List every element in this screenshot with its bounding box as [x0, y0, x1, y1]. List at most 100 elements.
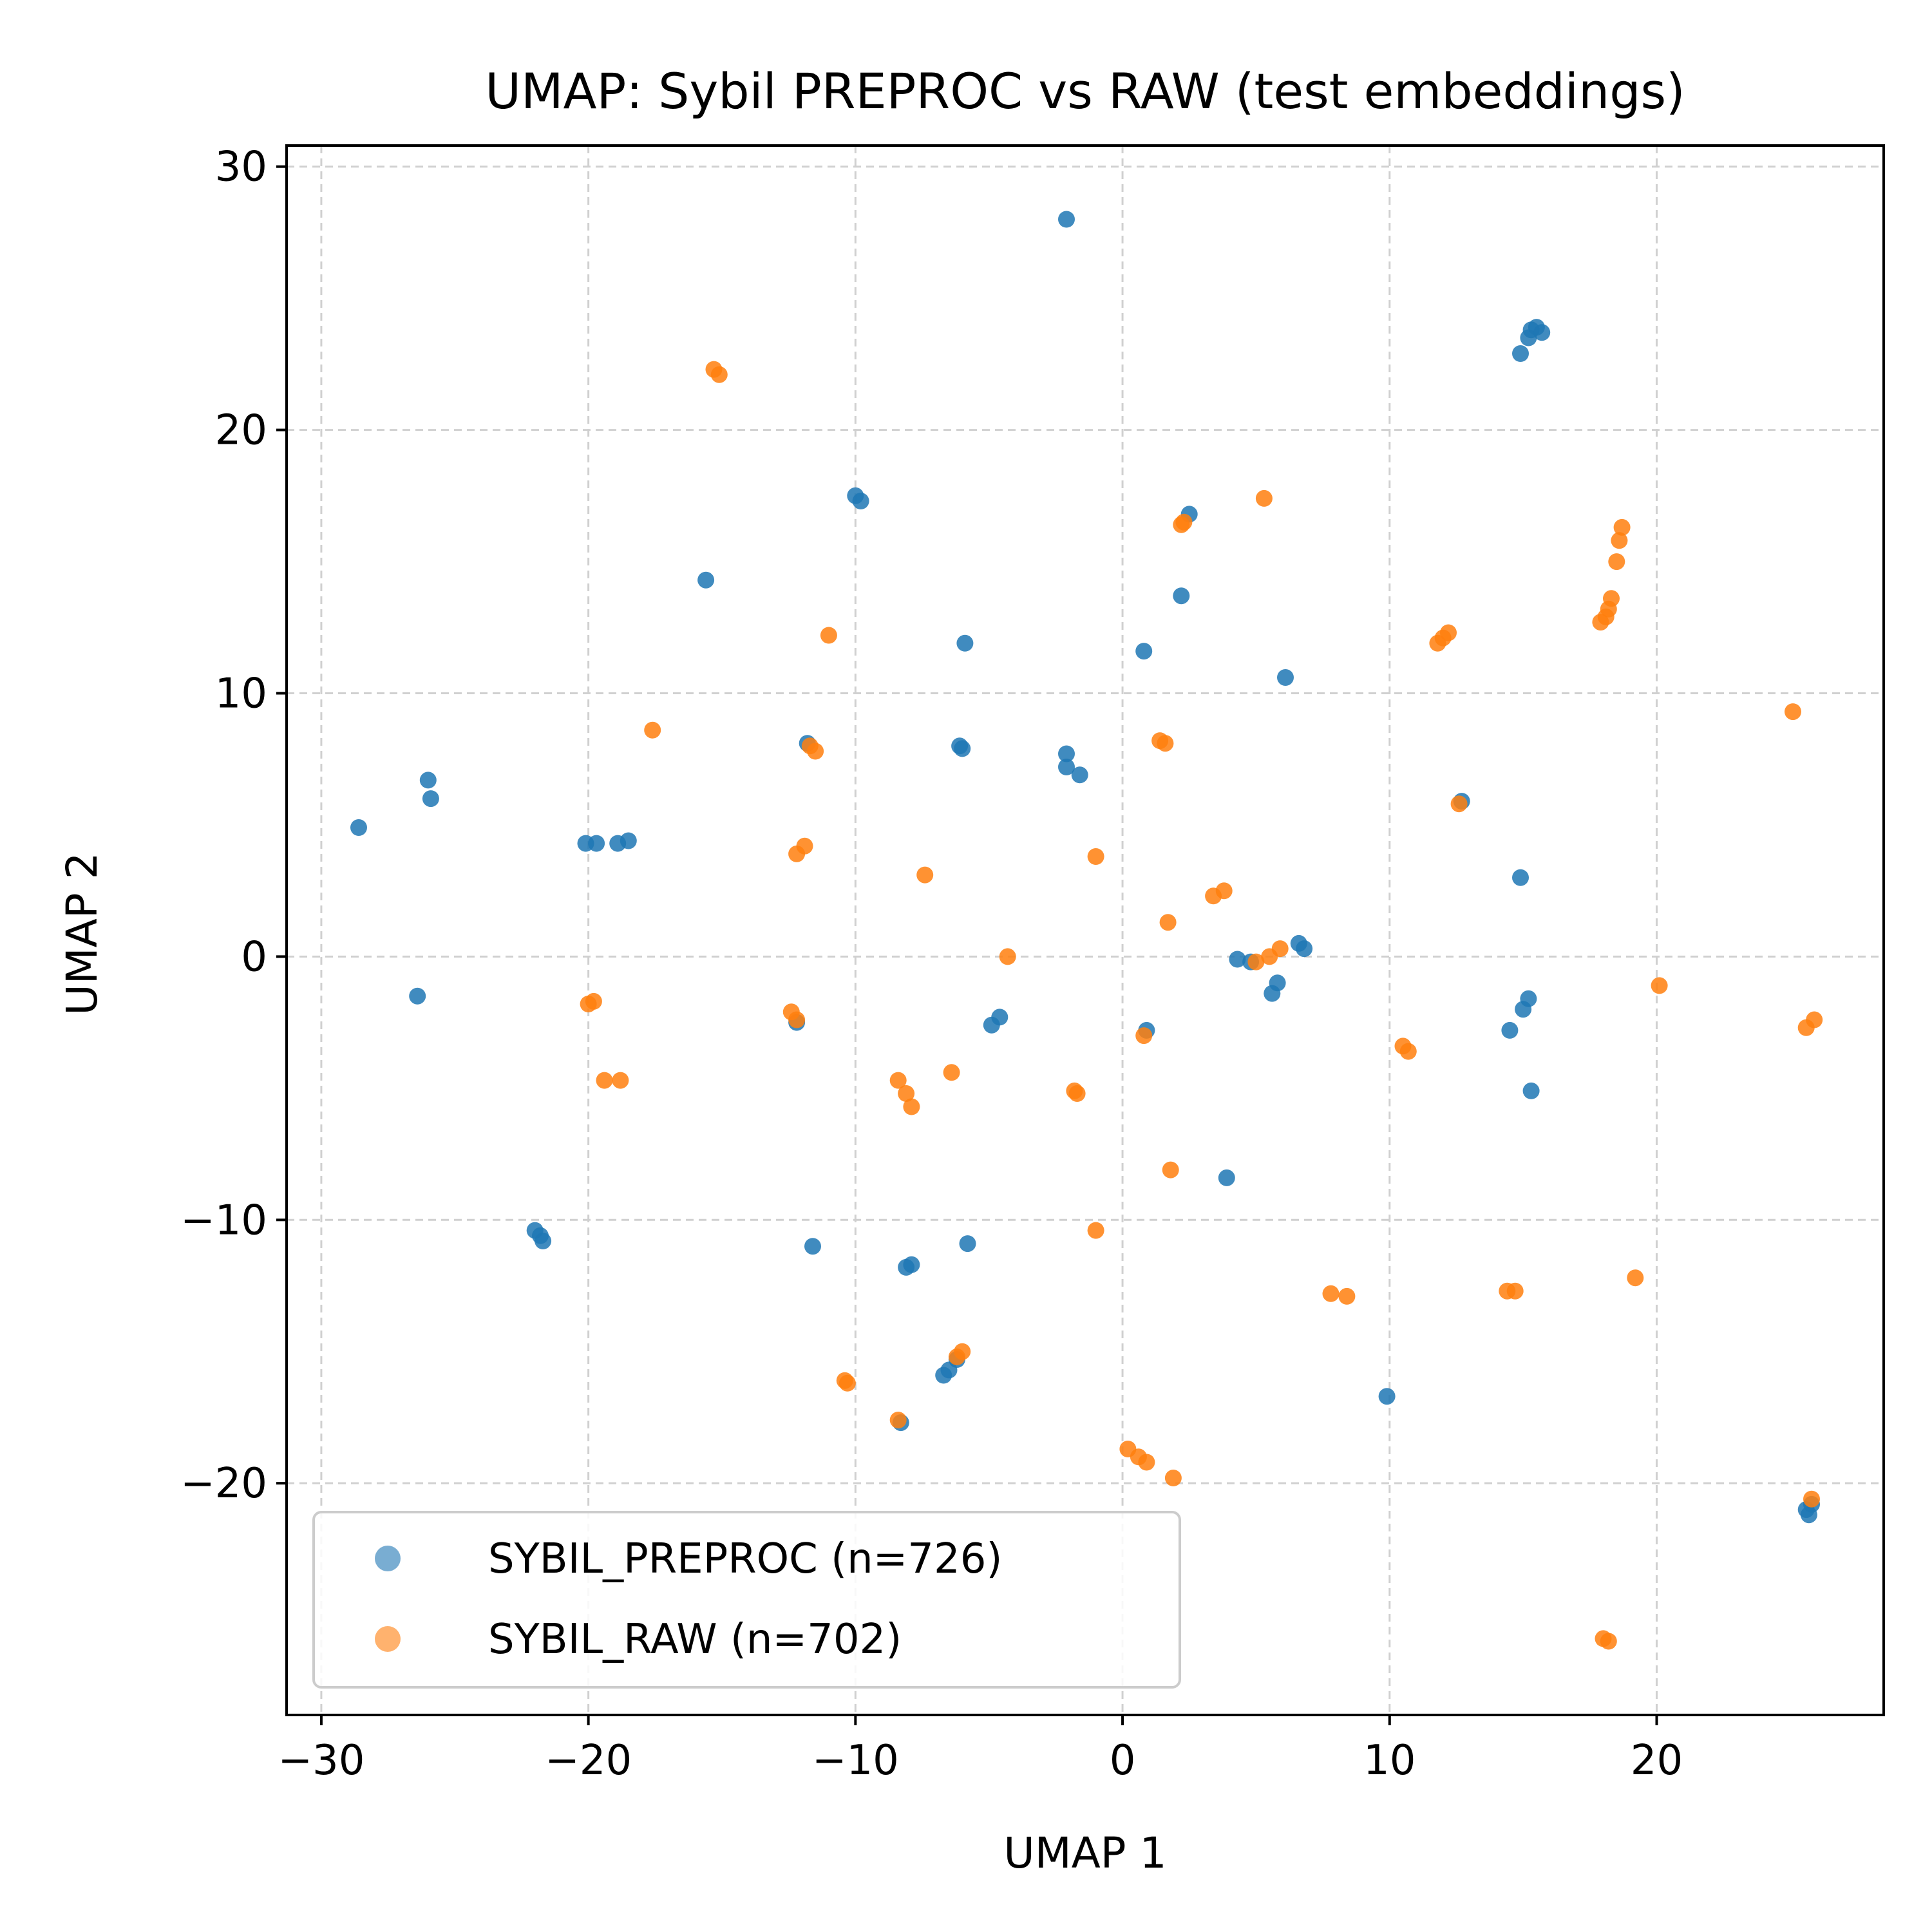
data-point	[1058, 759, 1075, 775]
data-point	[1271, 940, 1289, 958]
data-point	[1087, 1222, 1104, 1239]
data-point	[1229, 951, 1246, 968]
x-axis-label: UMAP 1	[1003, 1828, 1166, 1878]
data-point	[954, 740, 971, 757]
data-point	[588, 835, 605, 852]
data-point	[612, 1072, 629, 1089]
data-point	[1162, 1161, 1179, 1179]
y-tick-label: 30	[215, 144, 267, 191]
data-points	[350, 211, 1823, 1650]
data-point	[903, 1256, 920, 1273]
data-point	[1058, 211, 1075, 228]
data-point	[943, 1064, 960, 1081]
data-point	[1264, 985, 1281, 1002]
legend-label-preproc: SYBIL_PREPROC (n=726)	[488, 1535, 1002, 1583]
data-point	[1215, 882, 1233, 900]
data-point	[903, 1098, 920, 1115]
data-point	[889, 1072, 907, 1089]
x-tick-label: −20	[545, 1737, 632, 1785]
y-tick-label: 20	[215, 407, 267, 455]
data-point	[1247, 953, 1265, 971]
data-point	[796, 837, 813, 855]
chart-title: UMAP: Sybil PREPROC vs RAW (test embeddi…	[485, 62, 1685, 120]
legend-box	[312, 1511, 1181, 1689]
data-point	[1071, 766, 1088, 784]
data-point	[710, 366, 728, 383]
data-point	[820, 627, 837, 644]
data-point	[1378, 1388, 1396, 1405]
data-point	[350, 819, 367, 836]
data-point	[1159, 914, 1177, 931]
data-point	[644, 721, 661, 739]
data-point	[1255, 489, 1273, 507]
data-point	[1512, 869, 1529, 886]
data-point	[422, 790, 439, 808]
data-point	[999, 948, 1016, 965]
data-point	[1533, 324, 1551, 341]
data-point	[1450, 795, 1468, 813]
data-point	[959, 1235, 976, 1253]
data-point	[585, 992, 602, 1010]
data-point	[1512, 345, 1529, 362]
data-point	[1135, 1027, 1153, 1045]
data-point	[1277, 669, 1294, 686]
data-point	[889, 1412, 907, 1428]
y-tick-label: −10	[180, 1197, 267, 1244]
series-raw	[580, 361, 1823, 1650]
axis-ticks: −30 −20 −10 0 10 20 −20 −10 0 10 20 30	[180, 144, 1683, 1785]
legend-marker-preproc	[375, 1546, 401, 1571]
legend-label-raw: SYBIL_RAW (n=702)	[488, 1616, 902, 1663]
data-point	[1515, 1001, 1532, 1018]
data-point	[1175, 513, 1193, 531]
data-point	[1608, 553, 1625, 571]
x-tick-label: 10	[1363, 1737, 1416, 1785]
data-point	[1506, 1282, 1524, 1300]
data-point	[596, 1072, 613, 1089]
data-point	[838, 1374, 856, 1392]
data-point	[1806, 1011, 1823, 1028]
x-tick-label: −30	[278, 1737, 365, 1785]
data-point	[1501, 1021, 1519, 1039]
data-point	[1785, 703, 1801, 721]
y-tick-label: −20	[180, 1460, 267, 1508]
data-point	[1522, 1082, 1540, 1099]
plot-frame	[285, 144, 1885, 1716]
data-point	[804, 1238, 821, 1255]
x-tick-label: 0	[1110, 1737, 1136, 1785]
x-tick-label: 20	[1631, 1737, 1683, 1785]
data-point	[948, 1348, 965, 1365]
y-tick-label: 10	[215, 670, 267, 717]
y-axis-label: UMAP 2	[57, 852, 107, 1015]
data-point	[1399, 1043, 1417, 1060]
data-point	[807, 743, 824, 760]
data-point	[1627, 1269, 1644, 1287]
data-point	[1338, 1287, 1356, 1305]
data-point	[1296, 940, 1313, 958]
data-point	[1135, 643, 1153, 660]
data-point	[1651, 977, 1668, 994]
data-point	[991, 1009, 1009, 1026]
data-point	[419, 772, 437, 789]
data-point	[697, 571, 715, 589]
data-point	[620, 832, 637, 849]
data-point	[1138, 1454, 1155, 1471]
data-point	[1087, 848, 1104, 865]
data-point	[1157, 735, 1174, 752]
data-point	[1520, 329, 1537, 346]
data-point	[1173, 587, 1190, 605]
data-point	[1058, 745, 1075, 762]
data-point	[1803, 1490, 1820, 1508]
legend: SYBIL_PREPROC (n=726) SYBIL_RAW (n=702)	[312, 1511, 1181, 1689]
data-point	[788, 1011, 806, 1028]
data-point	[898, 1085, 915, 1102]
data-point	[1440, 624, 1457, 641]
data-point	[1068, 1085, 1086, 1102]
y-tick-label: 0	[241, 933, 267, 981]
data-point	[1592, 614, 1609, 631]
data-point	[1322, 1285, 1340, 1302]
data-point	[916, 866, 934, 884]
legend-marker-raw	[375, 1626, 401, 1652]
x-tick-label: −10	[812, 1737, 899, 1785]
